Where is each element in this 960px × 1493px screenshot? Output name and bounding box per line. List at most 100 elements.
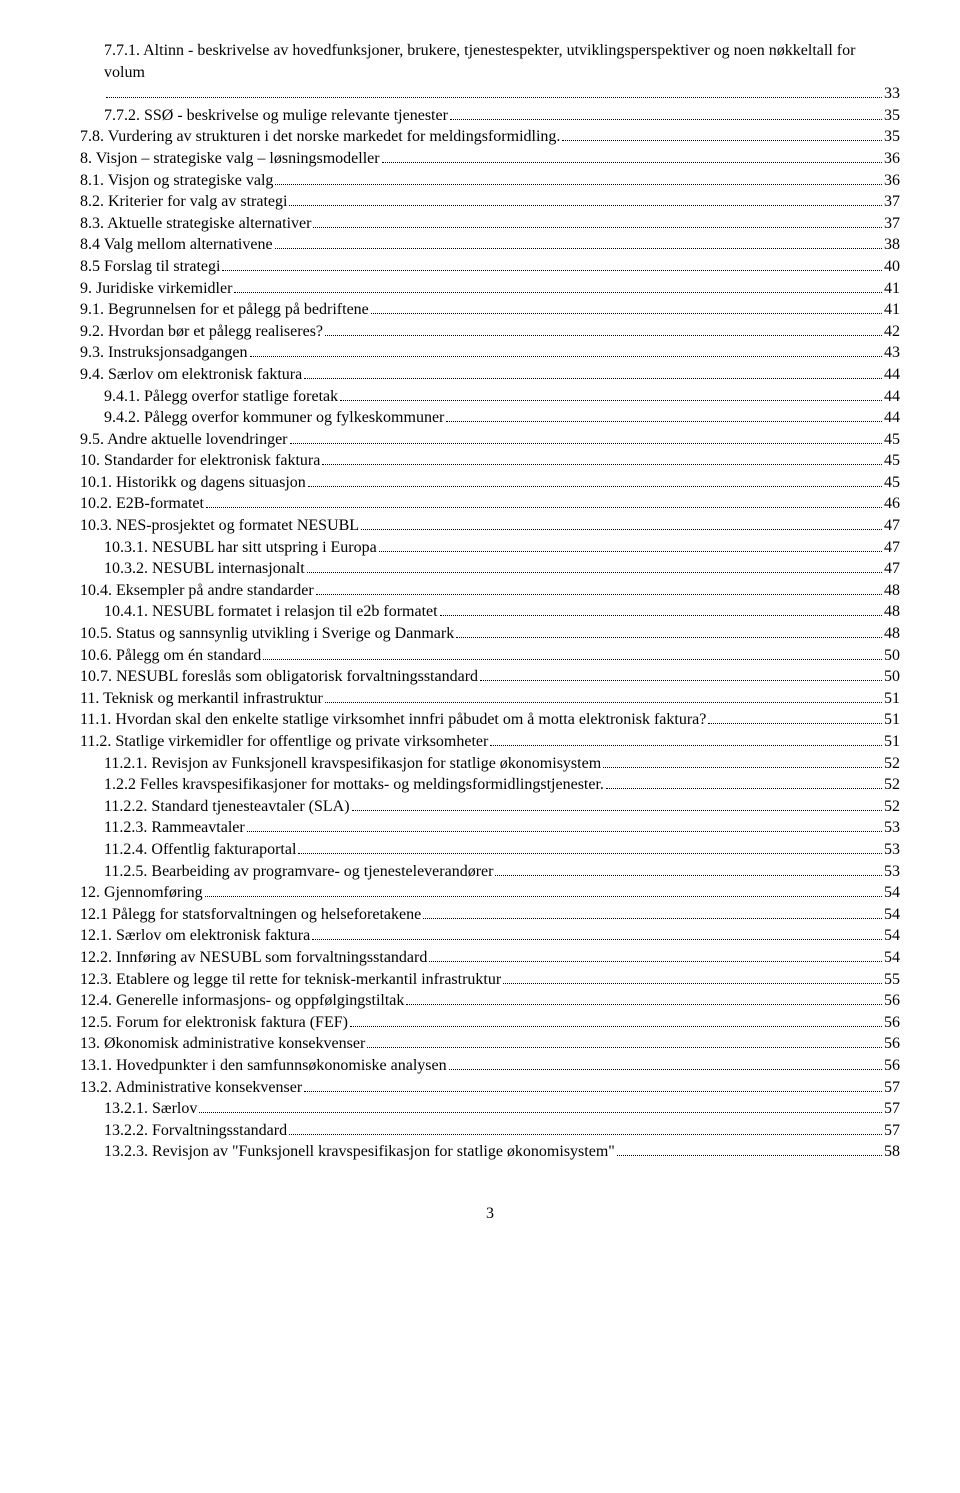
- toc-entry: 9.5. Andre aktuelle lovendringer 45: [80, 429, 900, 451]
- toc-title: 9. Juridiske virkemidler: [80, 278, 232, 300]
- toc-title: 10.3.2. NESUBL internasjonalt: [104, 558, 305, 580]
- toc-page-number: 51: [884, 688, 900, 710]
- toc-leader-dots: [367, 1035, 882, 1048]
- toc-entry: 10.4.1. NESUBL formatet i relasjon til e…: [80, 601, 900, 623]
- toc-title: 10.5. Status og sannsynlig utvikling i S…: [80, 623, 454, 645]
- toc-page-number: 54: [884, 947, 900, 969]
- toc-page-number: 55: [884, 969, 900, 991]
- toc-entry: 8.5 Forslag til strategi40: [80, 256, 900, 278]
- toc-leader-dots: [234, 280, 882, 293]
- toc-leader-dots: [350, 1014, 882, 1027]
- toc-title: 12. Gjennomføring: [80, 882, 203, 904]
- toc-page-number: 47: [884, 515, 900, 537]
- toc-entry: 13.2.2. Forvaltningsstandard 57: [80, 1120, 900, 1142]
- toc-leader-dots: [250, 344, 882, 357]
- toc-leader-dots: [406, 992, 882, 1005]
- toc-title: 7.8. Vurdering av strukturen i det norsk…: [80, 126, 560, 148]
- toc-page-number: 51: [884, 731, 900, 753]
- toc-leader-dots: [325, 323, 882, 336]
- toc-page-number: 44: [884, 407, 900, 429]
- toc-entry: 13.2.1. Særlov57: [80, 1098, 900, 1120]
- toc-entry: 9.4.2. Pålegg overfor kommuner og fylkes…: [80, 407, 900, 429]
- toc-title: 13.1. Hovedpunkter i den samfunnsøkonomi…: [80, 1055, 447, 1077]
- toc-leader-dots: [423, 906, 882, 919]
- toc-entry: 12. Gjennomføring54: [80, 882, 900, 904]
- toc-leader-dots: [289, 193, 882, 206]
- toc-title: 7.7.1. Altinn - beskrivelse av hovedfunk…: [104, 40, 900, 83]
- toc-leader-dots: [312, 927, 882, 940]
- toc-leader-dots: [308, 474, 882, 487]
- toc-page-number: 53: [884, 861, 900, 883]
- toc-entry: 12.3. Etablere og legge til rette for te…: [80, 969, 900, 991]
- toc-leader-dots: [429, 949, 882, 962]
- toc-entry: 10.7. NESUBL foreslås som obligatorisk f…: [80, 666, 900, 688]
- toc-entry: 8.1. Visjon og strategiske valg36: [80, 170, 900, 192]
- toc-entry: 11.2.3. Rammeavtaler 53: [80, 817, 900, 839]
- toc-entry: 13. Økonomisk administrative konsekvense…: [80, 1033, 900, 1055]
- toc-page-number: 48: [884, 601, 900, 623]
- page-number: 3: [80, 1203, 900, 1225]
- toc-leader-dots: [440, 603, 882, 616]
- toc-leader-dots: [304, 1079, 882, 1092]
- toc-title: 12.5. Forum for elektronisk faktura (FEF…: [80, 1012, 348, 1034]
- toc-leader-dots: [503, 971, 882, 984]
- toc-title: 10.3. NES-prosjektet og formatet NESUBL: [80, 515, 359, 537]
- toc-title: 11.2.5. Bearbeiding av programvare- og t…: [104, 861, 493, 883]
- toc-page-number: 53: [884, 817, 900, 839]
- toc-page-number: 54: [884, 904, 900, 926]
- toc-entry: 10.3. NES-prosjektet og formatet NESUBL 4…: [80, 515, 900, 537]
- toc-entry: 9.4.1. Pålegg overfor statlige foretak44: [80, 386, 900, 408]
- toc-leader-dots: [456, 625, 882, 638]
- toc-leader-dots: [106, 85, 882, 98]
- toc-title: 8.2. Kriterier for valg av strategi: [80, 191, 287, 213]
- toc-title: 12.1. Særlov om elektronisk faktura: [80, 925, 310, 947]
- toc-page-number: 38: [884, 234, 900, 256]
- toc-entry: 7.7.2. SSØ - beskrivelse og mulige relev…: [80, 105, 900, 127]
- toc-title: 10.2. E2B-formatet: [80, 493, 204, 515]
- toc-page-number: 57: [884, 1077, 900, 1099]
- toc-title: 11.2.2. Standard tjenesteavtaler (SLA): [104, 796, 350, 818]
- toc-page-number: 44: [884, 386, 900, 408]
- toc-page-number: 56: [884, 1033, 900, 1055]
- toc-title: 13. Økonomisk administrative konsekvense…: [80, 1033, 365, 1055]
- toc-entry: 12.5. Forum for elektronisk faktura (FEF…: [80, 1012, 900, 1034]
- toc-page-number: 52: [884, 753, 900, 775]
- toc-page-number: 57: [884, 1120, 900, 1142]
- toc-title: 7.7.2. SSØ - beskrivelse og mulige relev…: [104, 105, 448, 127]
- toc-entry: 11.2. Statlige virkemidler for offentlig…: [80, 731, 900, 753]
- toc-leader-dots: [562, 128, 882, 141]
- toc-title: 11.2.3. Rammeavtaler: [104, 817, 245, 839]
- toc-page-number: 53: [884, 839, 900, 861]
- toc-page-number: 50: [884, 645, 900, 667]
- toc-entry: 10.2. E2B-formatet46: [80, 493, 900, 515]
- toc-title: 10.4. Eksempler på andre standarder: [80, 580, 314, 602]
- toc-page-number: 52: [884, 774, 900, 796]
- toc-entry: 10.5. Status og sannsynlig utvikling i S…: [80, 623, 900, 645]
- toc-entry: 8.3. Aktuelle strategiske alternativer37: [80, 213, 900, 235]
- toc-page-number: 35: [884, 105, 900, 127]
- toc-title: 13.2.2. Forvaltningsstandard: [104, 1120, 287, 1142]
- toc-page-number: 47: [884, 558, 900, 580]
- toc-entry: 9.1. Begrunnelsen for et pålegg på bedri…: [80, 299, 900, 321]
- toc-leader-dots: [361, 517, 882, 530]
- toc-page-number: 37: [884, 213, 900, 235]
- toc-leader-dots: [325, 690, 882, 703]
- toc-entry: 10.3.1. NESUBL har sitt utspring i Europ…: [80, 537, 900, 559]
- toc-leader-dots: [316, 582, 882, 595]
- toc-title: 11.1. Hvordan skal den enkelte statlige …: [80, 709, 706, 731]
- toc-title: 9.2. Hvordan bør et pålegg realiseres?: [80, 321, 323, 343]
- toc-page-number: 47: [884, 537, 900, 559]
- toc-entry: 11.2.1. Revisjon av Funksjonell kravspes…: [80, 753, 900, 775]
- toc-page-number: 45: [884, 429, 900, 451]
- toc-entry: 7.7.1. Altinn - beskrivelse av hovedfunk…: [80, 40, 900, 105]
- toc-title: 9.5. Andre aktuelle lovendringer: [80, 429, 288, 451]
- toc-title: 11.2. Statlige virkemidler for offentlig…: [80, 731, 488, 753]
- toc-leader-dots: [289, 1122, 882, 1135]
- toc-title: 8. Visjon – strategiske valg – løsningsm…: [80, 148, 380, 170]
- toc-title: 8.1. Visjon og strategiske valg: [80, 170, 273, 192]
- toc-title: 8.4 Valg mellom alternativene: [80, 234, 273, 256]
- toc-title: 10.6. Pålegg om én standard: [80, 645, 261, 667]
- toc-page-number: 54: [884, 925, 900, 947]
- toc-leader-dots: [290, 431, 883, 444]
- toc-page-number: 45: [884, 450, 900, 472]
